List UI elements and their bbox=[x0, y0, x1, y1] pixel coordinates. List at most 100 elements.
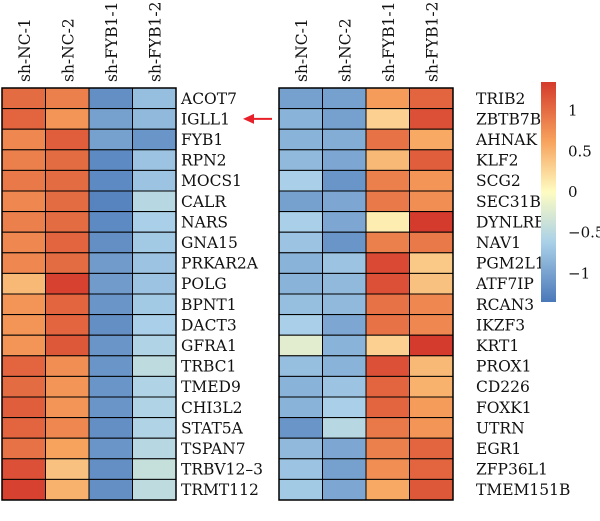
row-label-left-trbc1: TRBC1 bbox=[181, 358, 236, 376]
row-label-right-cd226: CD226 bbox=[476, 378, 530, 396]
heatmap-cell-left-igll1-sh-fyb1-2 bbox=[132, 108, 177, 130]
heatmap-cell-right-scg2-sh-fyb1-2 bbox=[409, 169, 454, 192]
row-label-left-trbv12–3: TRBV12–3 bbox=[181, 461, 263, 479]
row-label-right-krt1: KRT1 bbox=[476, 337, 519, 355]
legend-tick-label-0: 1 bbox=[568, 102, 578, 120]
heatmap-cell-left-bpnt1-sh-fyb1-1 bbox=[88, 293, 133, 316]
heatmap-cell-left-trbc1-sh-fyb1-1 bbox=[88, 355, 133, 377]
heatmap-cell-right-atf7ip-sh-nc-1 bbox=[278, 272, 323, 295]
heatmap-cell-right-pgm2l1-sh-fyb1-2 bbox=[409, 252, 454, 274]
heatmap-cell-right-scg2-sh-nc-2 bbox=[322, 169, 367, 192]
row-label-right-rcan3: RCAN3 bbox=[476, 296, 534, 314]
heatmap-cell-left-gfra1-sh-nc-1 bbox=[1, 334, 46, 357]
heatmap-cell-left-trbv12–3-sh-fyb1-2 bbox=[132, 458, 177, 480]
row-label-right-tmem151b: TMEM151B bbox=[476, 481, 570, 499]
heatmap-cell-left-tmed9-sh-nc-1 bbox=[1, 375, 46, 398]
heatmap-cell-right-cd226-sh-fyb1-1 bbox=[365, 375, 410, 398]
row-label-left-calr: CALR bbox=[181, 193, 227, 211]
heatmap-cell-right-pgm2l1-sh-nc-1 bbox=[278, 252, 323, 274]
heatmap-cell-right-tmem151b-sh-fyb1-2 bbox=[409, 478, 454, 501]
heatmap-cell-left-tspan7-sh-nc-1 bbox=[1, 437, 46, 460]
column-label-right-sh-fyb1-2: sh-FYB1-2 bbox=[423, 1, 441, 82]
heatmap-cell-left-trmt112-sh-nc-1 bbox=[1, 478, 46, 501]
row-label-right-zfp36l1: ZFP36L1 bbox=[476, 461, 548, 479]
row-label-left-stat5a: STAT5A bbox=[181, 419, 244, 437]
heatmap-cell-left-prkar2a-sh-fyb1-2 bbox=[132, 252, 177, 274]
heatmap-cell-left-trmt112-sh-fyb1-2 bbox=[132, 478, 177, 501]
heatmap-cell-right-prox1-sh-fyb1-2 bbox=[409, 355, 454, 377]
heatmap-cell-right-cd226-sh-nc-1 bbox=[278, 375, 323, 398]
row-label-right-klf2: KLF2 bbox=[476, 152, 519, 170]
heatmap-cell-right-egr1-sh-fyb1-2 bbox=[409, 437, 454, 460]
heatmap-cell-right-foxk1-sh-nc-2 bbox=[322, 396, 367, 419]
row-label-left-acot7: ACOT7 bbox=[180, 90, 237, 108]
heatmap-cell-left-stat5a-sh-nc-1 bbox=[1, 417, 46, 439]
heatmap-cell-right-ahnak-sh-nc-1 bbox=[278, 128, 323, 151]
heatmap-cell-right-tmem151b-sh-nc-1 bbox=[278, 478, 323, 501]
heatmap-cell-right-sec31b-sh-fyb1-2 bbox=[409, 190, 454, 213]
heatmap-cell-right-tmem151b-sh-fyb1-1 bbox=[365, 478, 410, 501]
heatmap-cell-right-foxk1-sh-fyb1-1 bbox=[365, 396, 410, 419]
row-label-left-gna15: GNA15 bbox=[181, 234, 238, 252]
heatmap-cell-right-egr1-sh-fyb1-1 bbox=[365, 437, 410, 460]
heatmap-cell-left-stat5a-sh-nc-2 bbox=[45, 417, 90, 439]
heatmap-cell-left-nars-sh-fyb1-2 bbox=[132, 211, 177, 233]
heatmap-cell-right-zfp36l1-sh-fyb1-2 bbox=[409, 458, 454, 480]
row-label-right-nav1: NAV1 bbox=[476, 234, 521, 252]
heatmap-cell-left-dact3-sh-nc-1 bbox=[1, 314, 46, 336]
heatmap-cell-right-trib2-sh-fyb1-2 bbox=[409, 87, 454, 110]
heatmap-cell-right-klf2-sh-nc-2 bbox=[322, 149, 367, 171]
row-label-right-prox1: PROX1 bbox=[476, 358, 531, 376]
row-label-left-nars: NARS bbox=[181, 213, 228, 231]
heatmap-cell-left-dact3-sh-fyb1-2 bbox=[132, 314, 177, 336]
heatmap-cell-right-krt1-sh-nc-2 bbox=[322, 334, 367, 357]
row-label-left-mocs1: MOCS1 bbox=[181, 172, 242, 190]
heatmap-cell-left-gna15-sh-nc-1 bbox=[1, 231, 46, 254]
column-label-right-sh-nc-1: sh-NC-1 bbox=[293, 18, 311, 82]
heatmap-cell-left-tmed9-sh-fyb1-2 bbox=[132, 375, 177, 398]
heatmap-cell-right-klf2-sh-fyb1-2 bbox=[409, 149, 454, 171]
heatmap-cell-left-bpnt1-sh-nc-1 bbox=[1, 293, 46, 316]
heatmap-cell-left-acot7-sh-nc-2 bbox=[45, 87, 90, 110]
legend-tick-label-1: 0.5 bbox=[568, 142, 592, 160]
column-label-left-sh-nc-2: sh-NC-2 bbox=[59, 18, 77, 82]
row-label-left-chi3l2: CHI3L2 bbox=[181, 399, 243, 417]
heatmap-cell-left-fyb1-sh-fyb1-1 bbox=[88, 128, 133, 151]
heatmap-cell-left-dact3-sh-fyb1-1 bbox=[88, 314, 133, 336]
heatmap-cell-right-egr1-sh-nc-2 bbox=[322, 437, 367, 460]
heatmap-cell-left-fyb1-sh-fyb1-2 bbox=[132, 128, 177, 151]
heatmap-cell-left-trbv12–3-sh-nc-2 bbox=[45, 458, 90, 480]
heatmap-cell-left-gfra1-sh-fyb1-2 bbox=[132, 334, 177, 357]
row-label-left-bpnt1: BPNT1 bbox=[181, 296, 237, 314]
heatmap-cell-right-pgm2l1-sh-nc-2 bbox=[322, 252, 367, 274]
heatmap-cell-left-trbv12–3-sh-nc-1 bbox=[1, 458, 46, 480]
heatmap-cell-left-chi3l2-sh-nc-2 bbox=[45, 396, 90, 419]
legend-tick-label-4: −1 bbox=[568, 264, 590, 282]
row-label-right-atf7ip: ATF7IP bbox=[475, 275, 534, 293]
heatmap-cell-left-trbc1-sh-fyb1-2 bbox=[132, 355, 177, 377]
heatmap-cell-right-ikzf3-sh-fyb1-1 bbox=[365, 314, 410, 336]
heatmap-cell-right-nav1-sh-fyb1-2 bbox=[409, 231, 454, 254]
heatmap-cell-left-tmed9-sh-fyb1-1 bbox=[88, 375, 133, 398]
heatmap-cell-right-ikzf3-sh-nc-1 bbox=[278, 314, 323, 336]
heatmap-cell-left-gna15-sh-nc-2 bbox=[45, 231, 90, 254]
heatmap-cell-right-dynlrb1-sh-nc-1 bbox=[278, 211, 323, 233]
heatmap-cell-left-gfra1-sh-fyb1-1 bbox=[88, 334, 133, 357]
row-label-right-egr1: EGR1 bbox=[476, 440, 521, 458]
heatmap-cell-left-rpn2-sh-nc-2 bbox=[45, 149, 90, 171]
heatmap-cell-right-krt1-sh-fyb1-1 bbox=[365, 334, 410, 357]
legend-tick-label-3: −0.5 bbox=[568, 224, 600, 242]
heatmap-cell-right-nav1-sh-nc-1 bbox=[278, 231, 323, 254]
heatmap-cell-left-rpn2-sh-fyb1-1 bbox=[88, 149, 133, 171]
heatmap-cell-left-trmt112-sh-nc-2 bbox=[45, 478, 90, 501]
heatmap-cell-right-sec31b-sh-fyb1-1 bbox=[365, 190, 410, 213]
heatmap-cell-right-tmem151b-sh-nc-2 bbox=[322, 478, 367, 501]
heatmap-cell-right-dynlrb1-sh-fyb1-1 bbox=[365, 211, 410, 233]
heatmap-cell-left-mocs1-sh-fyb1-1 bbox=[88, 169, 133, 192]
row-label-left-dact3: DACT3 bbox=[181, 316, 237, 334]
heatmap-cell-left-dact3-sh-nc-2 bbox=[45, 314, 90, 336]
heatmap-cell-right-utrn-sh-fyb1-2 bbox=[409, 417, 454, 439]
heatmap-cell-right-scg2-sh-nc-1 bbox=[278, 169, 323, 192]
heatmap-cell-right-ahnak-sh-fyb1-2 bbox=[409, 128, 454, 151]
row-annotation bbox=[243, 113, 272, 124]
